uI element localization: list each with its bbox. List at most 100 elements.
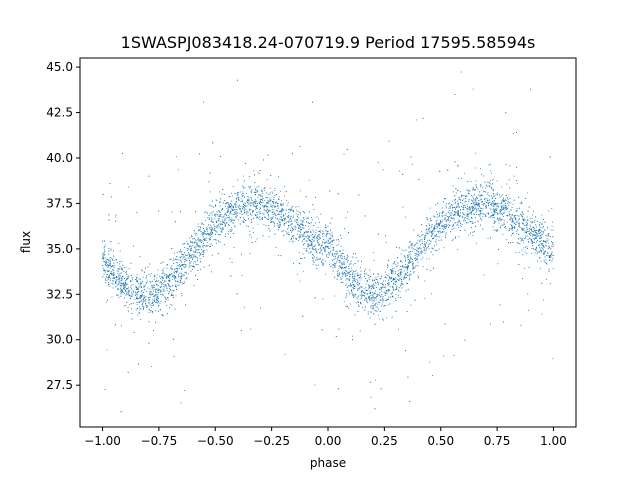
data-point	[108, 260, 110, 262]
data-point	[354, 295, 356, 297]
data-point	[267, 212, 269, 214]
data-point	[221, 231, 223, 233]
data-point	[130, 288, 132, 290]
data-point	[515, 214, 517, 216]
data-point	[357, 301, 359, 303]
data-point	[190, 270, 192, 272]
data-point	[367, 311, 369, 313]
data-point	[478, 208, 480, 210]
data-point	[169, 259, 171, 261]
data-point	[256, 186, 258, 188]
data-point	[388, 304, 390, 306]
data-point	[549, 282, 551, 284]
data-point	[282, 230, 284, 232]
data-point	[502, 208, 504, 210]
data-point	[180, 257, 182, 259]
data-point	[242, 191, 244, 193]
data-point	[532, 245, 534, 247]
data-point	[317, 235, 319, 237]
data-point	[389, 289, 390, 291]
data-point	[447, 219, 449, 220]
data-point	[139, 285, 141, 287]
data-point	[159, 282, 161, 284]
data-point	[310, 234, 312, 236]
data-point	[324, 250, 326, 252]
data-point	[105, 244, 107, 246]
data-point	[418, 247, 420, 249]
data-point	[398, 274, 399, 276]
data-point	[172, 294, 174, 296]
data-point	[223, 244, 225, 245]
data-point	[447, 216, 449, 218]
data-point	[267, 214, 269, 215]
data-point	[550, 248, 552, 250]
data-point	[545, 254, 547, 256]
data-point	[551, 241, 552, 242]
data-point	[455, 192, 457, 194]
data-point	[409, 277, 410, 279]
data-point	[289, 208, 291, 210]
data-point	[377, 301, 379, 303]
data-point	[326, 254, 328, 256]
data-point	[124, 284, 126, 286]
data-point	[508, 230, 510, 232]
data-point	[121, 261, 123, 263]
data-point	[235, 205, 237, 207]
data-point	[337, 388, 339, 390]
data-point	[157, 269, 159, 271]
data-point	[306, 236, 308, 238]
data-point	[412, 263, 414, 265]
data-point	[409, 253, 411, 255]
data-point	[243, 206, 245, 208]
data-point	[366, 293, 368, 295]
data-point	[527, 238, 529, 240]
data-point	[472, 213, 474, 215]
data-point	[539, 232, 541, 234]
data-point	[122, 283, 124, 285]
data-point	[378, 288, 380, 290]
data-point	[257, 189, 259, 191]
data-point	[442, 211, 444, 213]
data-point	[102, 258, 104, 260]
data-point	[268, 210, 270, 212]
data-point	[183, 282, 185, 284]
data-point	[126, 294, 128, 296]
data-point	[542, 233, 544, 235]
data-point	[459, 230, 461, 231]
data-point	[529, 233, 531, 235]
data-point	[195, 255, 197, 257]
data-point	[328, 264, 330, 266]
data-point	[179, 260, 181, 262]
data-point	[338, 328, 340, 330]
data-point	[363, 291, 364, 293]
data-point	[332, 241, 334, 243]
data-point	[482, 216, 484, 218]
data-point	[151, 286, 153, 288]
data-point	[471, 213, 472, 215]
data-point	[244, 163, 246, 164]
data-point	[509, 187, 511, 189]
data-point	[118, 296, 120, 298]
data-point	[508, 230, 510, 231]
data-point	[345, 259, 347, 261]
data-point	[433, 215, 435, 217]
data-point	[294, 220, 296, 222]
data-point	[363, 294, 365, 296]
data-point	[543, 245, 545, 247]
data-point	[361, 260, 362, 262]
data-point	[378, 308, 380, 310]
data-point	[162, 271, 164, 273]
data-point	[493, 204, 495, 206]
data-point	[468, 201, 470, 202]
data-point	[250, 221, 252, 223]
data-point	[353, 284, 354, 286]
data-point	[263, 205, 265, 207]
data-point	[340, 261, 342, 263]
data-point	[184, 252, 186, 254]
data-point	[397, 262, 399, 264]
data-point	[143, 300, 145, 302]
data-point	[474, 193, 476, 195]
data-point	[510, 242, 511, 244]
data-point	[392, 296, 394, 298]
data-point	[497, 202, 499, 204]
